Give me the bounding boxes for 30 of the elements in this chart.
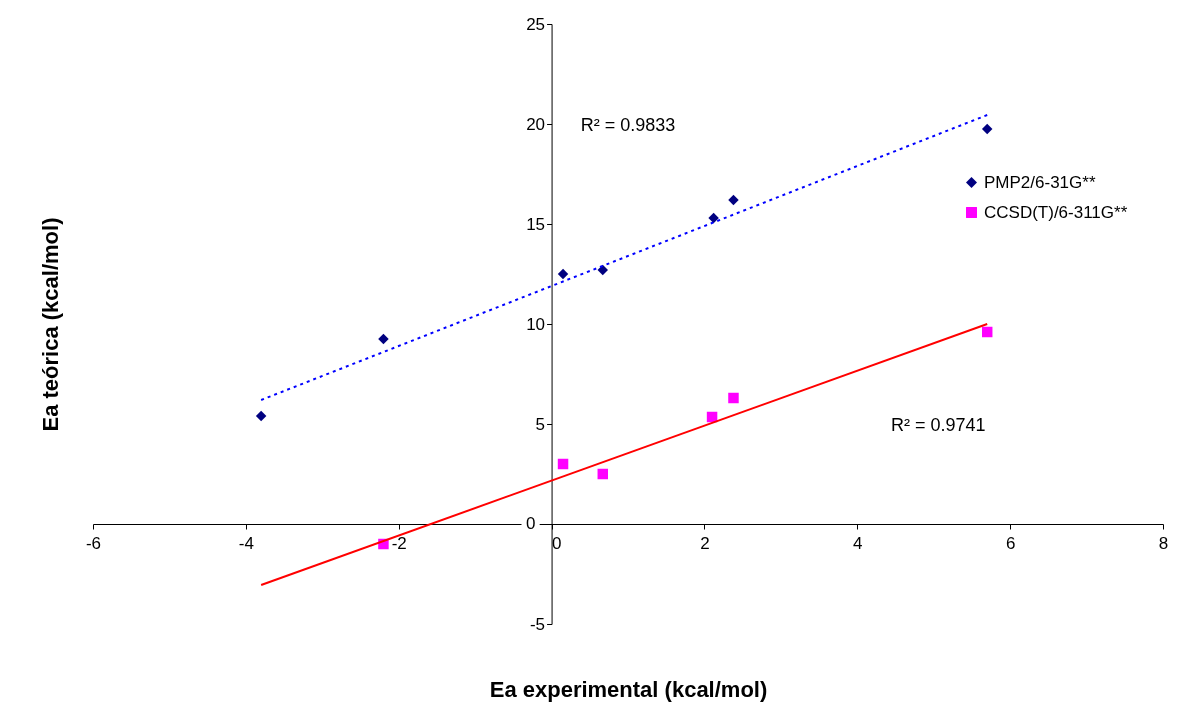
x-tick-label: 4 — [853, 533, 863, 553]
x-axis-title: Ea experimental (kcal/mol) — [489, 676, 768, 702]
y-tick-label: 10 — [526, 314, 546, 334]
annotation: R² = 0.9741 — [891, 415, 986, 435]
point — [728, 392, 739, 404]
x-tick-label: -6 — [85, 533, 102, 553]
x-tick-label: 6 — [1005, 533, 1016, 553]
y-tick-label: 20 — [526, 114, 546, 134]
x-tick-label: -4 — [238, 533, 254, 553]
y-tick-label: 0 — [526, 514, 536, 533]
point — [255, 410, 267, 422]
point — [557, 268, 569, 280]
x-tick-label: -2 — [391, 533, 407, 553]
point — [981, 326, 993, 338]
x-tick-label: 8 — [1158, 533, 1169, 553]
point — [728, 194, 739, 206]
legend-label: PMP2/6-31G** — [984, 172, 1096, 192]
point — [378, 333, 389, 345]
y-tick-label: 25 — [526, 14, 546, 34]
y-axis-title: Ea teórica (kcal/mol) — [38, 217, 64, 432]
y-tick-label: 5 — [535, 414, 546, 434]
point — [557, 458, 569, 470]
x-tick-label: 2 — [700, 533, 710, 553]
annotation: R² = 0.9833 — [580, 115, 676, 135]
y-tick-label: 15 — [526, 214, 546, 234]
point — [597, 468, 609, 480]
point — [597, 264, 609, 276]
legend-label: CCSD(T)/6-311G** — [984, 202, 1128, 222]
point — [981, 123, 993, 135]
y-tick-label: -5 — [529, 614, 546, 634]
